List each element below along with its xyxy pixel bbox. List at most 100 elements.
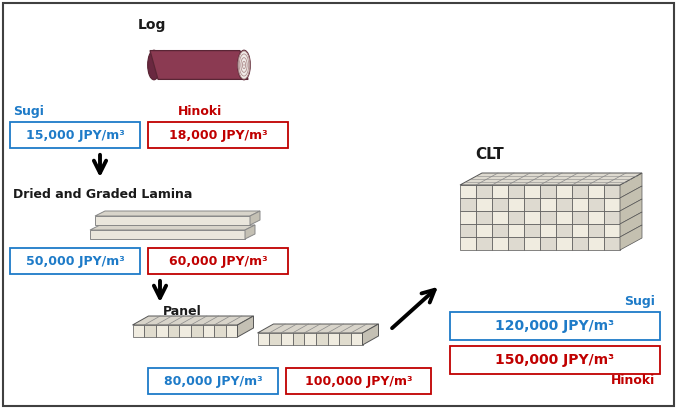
Bar bbox=[508, 185, 524, 198]
Polygon shape bbox=[250, 211, 260, 225]
Bar bbox=[476, 224, 492, 237]
Bar bbox=[286, 368, 431, 394]
Bar bbox=[524, 185, 540, 198]
Polygon shape bbox=[362, 324, 378, 345]
Bar bbox=[492, 237, 508, 250]
Polygon shape bbox=[620, 173, 642, 198]
Text: CLT: CLT bbox=[476, 147, 504, 162]
Bar bbox=[572, 211, 588, 224]
Bar bbox=[524, 224, 540, 237]
Bar bbox=[179, 325, 191, 337]
Text: 100,000 JPY/m³: 100,000 JPY/m³ bbox=[305, 375, 412, 387]
Polygon shape bbox=[620, 225, 642, 250]
Text: 150,000 JPY/m³: 150,000 JPY/m³ bbox=[496, 353, 615, 367]
Bar bbox=[95, 216, 250, 225]
Polygon shape bbox=[620, 186, 642, 211]
Bar bbox=[202, 325, 214, 337]
Polygon shape bbox=[460, 173, 642, 185]
Bar bbox=[588, 198, 604, 211]
Bar bbox=[556, 237, 572, 250]
Bar bbox=[572, 185, 588, 198]
Bar bbox=[572, 237, 588, 250]
Bar bbox=[540, 185, 556, 198]
Bar bbox=[540, 237, 556, 250]
Polygon shape bbox=[150, 51, 248, 79]
Ellipse shape bbox=[243, 64, 245, 65]
Bar bbox=[90, 230, 245, 239]
Bar bbox=[214, 325, 226, 337]
Bar bbox=[148, 122, 288, 148]
Text: 120,000 JPY/m³: 120,000 JPY/m³ bbox=[496, 319, 615, 333]
Polygon shape bbox=[238, 316, 253, 337]
Bar bbox=[304, 333, 316, 345]
Text: Dried and Graded Lamina: Dried and Graded Lamina bbox=[13, 188, 192, 201]
Bar bbox=[604, 224, 620, 237]
Text: 50,000 JPY/m³: 50,000 JPY/m³ bbox=[26, 254, 125, 267]
Polygon shape bbox=[620, 212, 642, 237]
Polygon shape bbox=[95, 211, 260, 216]
Bar bbox=[540, 198, 556, 211]
Bar bbox=[604, 198, 620, 211]
Bar bbox=[339, 333, 351, 345]
Text: 15,000 JPY/m³: 15,000 JPY/m³ bbox=[26, 128, 125, 142]
Polygon shape bbox=[257, 324, 378, 333]
Bar bbox=[556, 224, 572, 237]
Bar bbox=[148, 368, 278, 394]
Ellipse shape bbox=[148, 50, 160, 80]
Bar bbox=[167, 325, 179, 337]
Bar bbox=[476, 185, 492, 198]
Bar bbox=[540, 211, 556, 224]
Bar bbox=[460, 211, 476, 224]
Text: Panel: Panel bbox=[163, 305, 202, 318]
Polygon shape bbox=[245, 225, 255, 239]
Text: Sugi: Sugi bbox=[624, 295, 655, 308]
Bar bbox=[257, 333, 269, 345]
Text: Hinoki: Hinoki bbox=[178, 105, 222, 118]
Bar bbox=[10, 248, 140, 274]
Ellipse shape bbox=[238, 50, 250, 80]
Bar bbox=[492, 211, 508, 224]
Bar bbox=[476, 237, 492, 250]
Bar bbox=[492, 198, 508, 211]
Polygon shape bbox=[620, 199, 642, 224]
Bar bbox=[524, 237, 540, 250]
Bar bbox=[281, 333, 292, 345]
Text: Hinoki: Hinoki bbox=[611, 374, 655, 387]
Text: 18,000 JPY/m³: 18,000 JPY/m³ bbox=[169, 128, 267, 142]
Bar bbox=[460, 224, 476, 237]
Bar bbox=[524, 211, 540, 224]
Bar bbox=[572, 224, 588, 237]
Bar bbox=[588, 224, 604, 237]
Bar bbox=[556, 198, 572, 211]
Bar bbox=[191, 325, 202, 337]
Polygon shape bbox=[90, 225, 255, 230]
Bar bbox=[226, 325, 238, 337]
Text: Log: Log bbox=[138, 18, 167, 32]
Bar bbox=[524, 198, 540, 211]
Bar bbox=[450, 312, 660, 340]
Bar bbox=[460, 185, 476, 198]
Bar bbox=[508, 211, 524, 224]
Bar bbox=[460, 198, 476, 211]
Bar bbox=[328, 333, 339, 345]
Polygon shape bbox=[133, 316, 253, 325]
Bar bbox=[492, 224, 508, 237]
Text: Sugi: Sugi bbox=[13, 105, 44, 118]
Bar bbox=[492, 185, 508, 198]
Bar bbox=[556, 185, 572, 198]
Bar bbox=[476, 211, 492, 224]
Bar bbox=[351, 333, 362, 345]
Bar bbox=[604, 237, 620, 250]
Bar bbox=[588, 211, 604, 224]
Bar bbox=[476, 198, 492, 211]
Bar bbox=[450, 346, 660, 374]
Bar bbox=[508, 198, 524, 211]
Bar bbox=[460, 237, 476, 250]
Text: 80,000 JPY/m³: 80,000 JPY/m³ bbox=[164, 375, 262, 387]
Bar bbox=[144, 325, 156, 337]
Bar bbox=[556, 211, 572, 224]
Bar bbox=[292, 333, 304, 345]
Text: 60,000 JPY/m³: 60,000 JPY/m³ bbox=[169, 254, 267, 267]
Bar bbox=[156, 325, 167, 337]
Bar bbox=[540, 224, 556, 237]
